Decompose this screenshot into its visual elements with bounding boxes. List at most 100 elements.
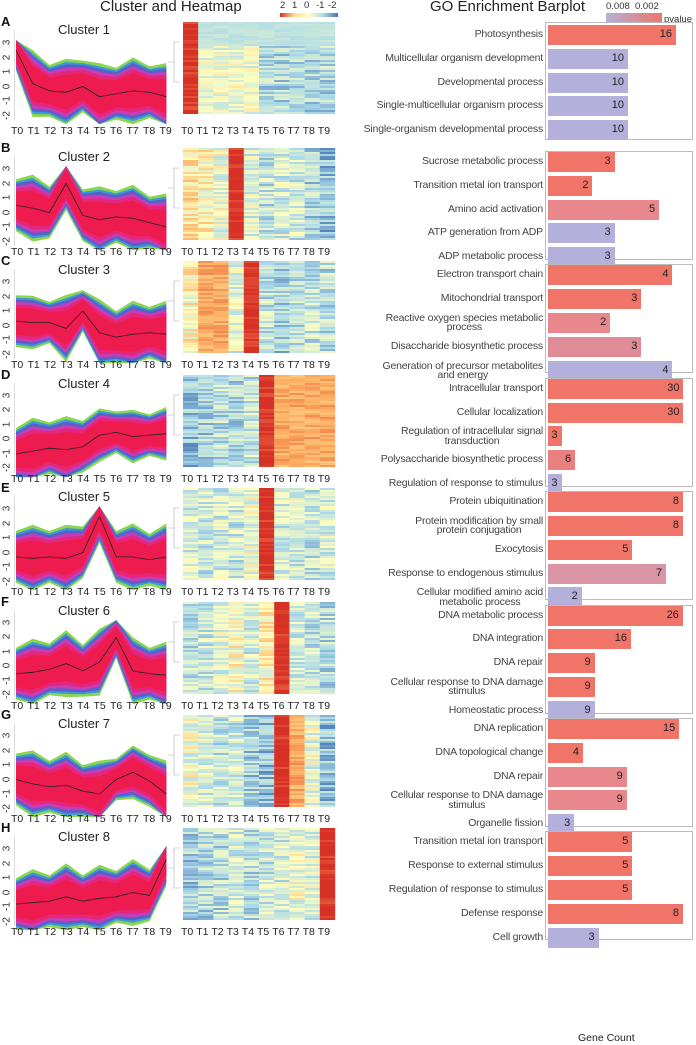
heatmap-cell xyxy=(183,655,199,658)
lineplot-x-tick: T3 xyxy=(60,472,73,485)
heatmap-cell xyxy=(228,739,244,742)
heatmap-cell xyxy=(259,347,275,350)
heatmap-cell xyxy=(274,779,290,782)
heatmap-cell xyxy=(198,607,214,610)
heatmap-cell xyxy=(183,872,199,875)
lineplot-x-tick: T9 xyxy=(159,359,172,372)
heatmap-cell xyxy=(183,351,199,354)
heatmap-cell xyxy=(243,753,260,756)
heatmap-cell xyxy=(289,384,305,387)
heatmap-cell xyxy=(259,452,275,455)
heatmap-cell xyxy=(289,426,305,429)
heatmap-cell xyxy=(304,238,320,240)
heatmap-cell xyxy=(183,202,199,205)
heatmap-cell xyxy=(259,388,275,391)
heatmap-cell xyxy=(213,673,229,676)
heatmap-cell xyxy=(319,174,336,177)
heatmap-cell xyxy=(274,170,290,173)
heatmap-cell xyxy=(304,452,320,455)
heatmap-cell xyxy=(228,279,244,282)
heatmap-cell xyxy=(213,22,229,25)
heatmap-cell xyxy=(228,645,244,648)
heatmap-cell xyxy=(228,186,244,189)
heatmap-cell xyxy=(319,152,336,155)
heatmap-cell xyxy=(183,380,199,383)
heatmap-cell xyxy=(183,900,199,903)
heatmap-cell xyxy=(213,669,229,672)
heatmap-cell xyxy=(198,438,214,441)
heatmap-cell xyxy=(319,651,336,654)
heatmap-cell xyxy=(228,426,244,429)
go-bar xyxy=(548,587,582,608)
heatmap-cell xyxy=(243,442,260,445)
heatmap-cell xyxy=(228,293,244,296)
heatmap-cell xyxy=(198,172,214,175)
heatmap-cell xyxy=(304,665,320,668)
lineplot-x-tick: T0 xyxy=(11,472,24,485)
heatmap-cell xyxy=(259,88,275,91)
heatmap-cell xyxy=(213,548,229,551)
lineplot-x-tick: T5 xyxy=(93,472,106,485)
lineplot-x-tick: T9 xyxy=(159,586,172,599)
heatmap-cell xyxy=(183,578,199,581)
heatmap-cell xyxy=(213,568,229,571)
heatmap-cell xyxy=(243,104,260,107)
heatmap-cell xyxy=(198,691,214,694)
heatmap-cell xyxy=(198,303,214,306)
heatmap-cell xyxy=(259,679,275,682)
heatmap-cell xyxy=(259,58,275,61)
heatmap-cell xyxy=(228,220,244,223)
heatmap-cell xyxy=(289,60,305,63)
heatmap-cell xyxy=(304,739,320,742)
heatmap-cell xyxy=(304,520,320,523)
heatmap-cell xyxy=(213,162,229,165)
heatmap-cell xyxy=(183,46,199,49)
heatmap-cell xyxy=(243,446,260,449)
heatmap-cell xyxy=(274,629,290,632)
heatmap-cell xyxy=(213,870,229,873)
heatmap-cell xyxy=(289,307,305,310)
heatmap-cell xyxy=(243,269,260,272)
heatmap-cell xyxy=(228,341,244,344)
heatmap-cell xyxy=(228,572,244,575)
heatmap-cell xyxy=(213,508,229,511)
heatmap-cell xyxy=(274,446,290,449)
heatmap-cell xyxy=(198,492,214,495)
heatmap-cell xyxy=(243,333,260,336)
heatmap-cell xyxy=(243,40,260,43)
lineplot-x-tick: T3 xyxy=(60,813,73,825)
heatmap-cell xyxy=(304,210,320,213)
lineplot-x-tick: T9 xyxy=(159,813,172,825)
heatmap-cell xyxy=(304,102,320,105)
heatmap-cell xyxy=(228,390,244,393)
heatmap-cell xyxy=(319,70,336,73)
heatmap-cell xyxy=(319,534,336,537)
heatmap-cell xyxy=(319,779,336,782)
heatmap-cell xyxy=(274,380,290,383)
heatmap-cell xyxy=(213,540,229,543)
heatmap-cell xyxy=(289,102,305,105)
heatmap-cell xyxy=(319,502,336,505)
y-tick: -1 xyxy=(1,335,13,345)
heatmap-cell xyxy=(228,906,244,909)
heatmap-cell xyxy=(274,378,290,381)
heatmap-cell xyxy=(243,311,260,314)
go-term-label: Sucrose metabolic process xyxy=(421,155,543,167)
heatmap-cell xyxy=(183,492,199,495)
heatmap-cell xyxy=(198,416,214,419)
heatmap-cell xyxy=(289,761,305,764)
heatmap-cell xyxy=(289,418,305,421)
heatmap-cell xyxy=(304,916,320,919)
heatmap-cell xyxy=(274,430,290,433)
heatmap-cell xyxy=(274,323,290,326)
heatmap-cell xyxy=(274,856,290,859)
heatmap-cell xyxy=(274,500,290,503)
heatmap-cell xyxy=(289,408,305,411)
heatmap-cell xyxy=(304,422,320,425)
heatmap-cell xyxy=(304,741,320,744)
heatmap-cell xyxy=(319,669,336,672)
heatmap-cell xyxy=(198,490,214,493)
heatmap-cell xyxy=(319,464,336,467)
heatmap-cell xyxy=(213,299,229,302)
heatmap-cell xyxy=(198,152,214,155)
